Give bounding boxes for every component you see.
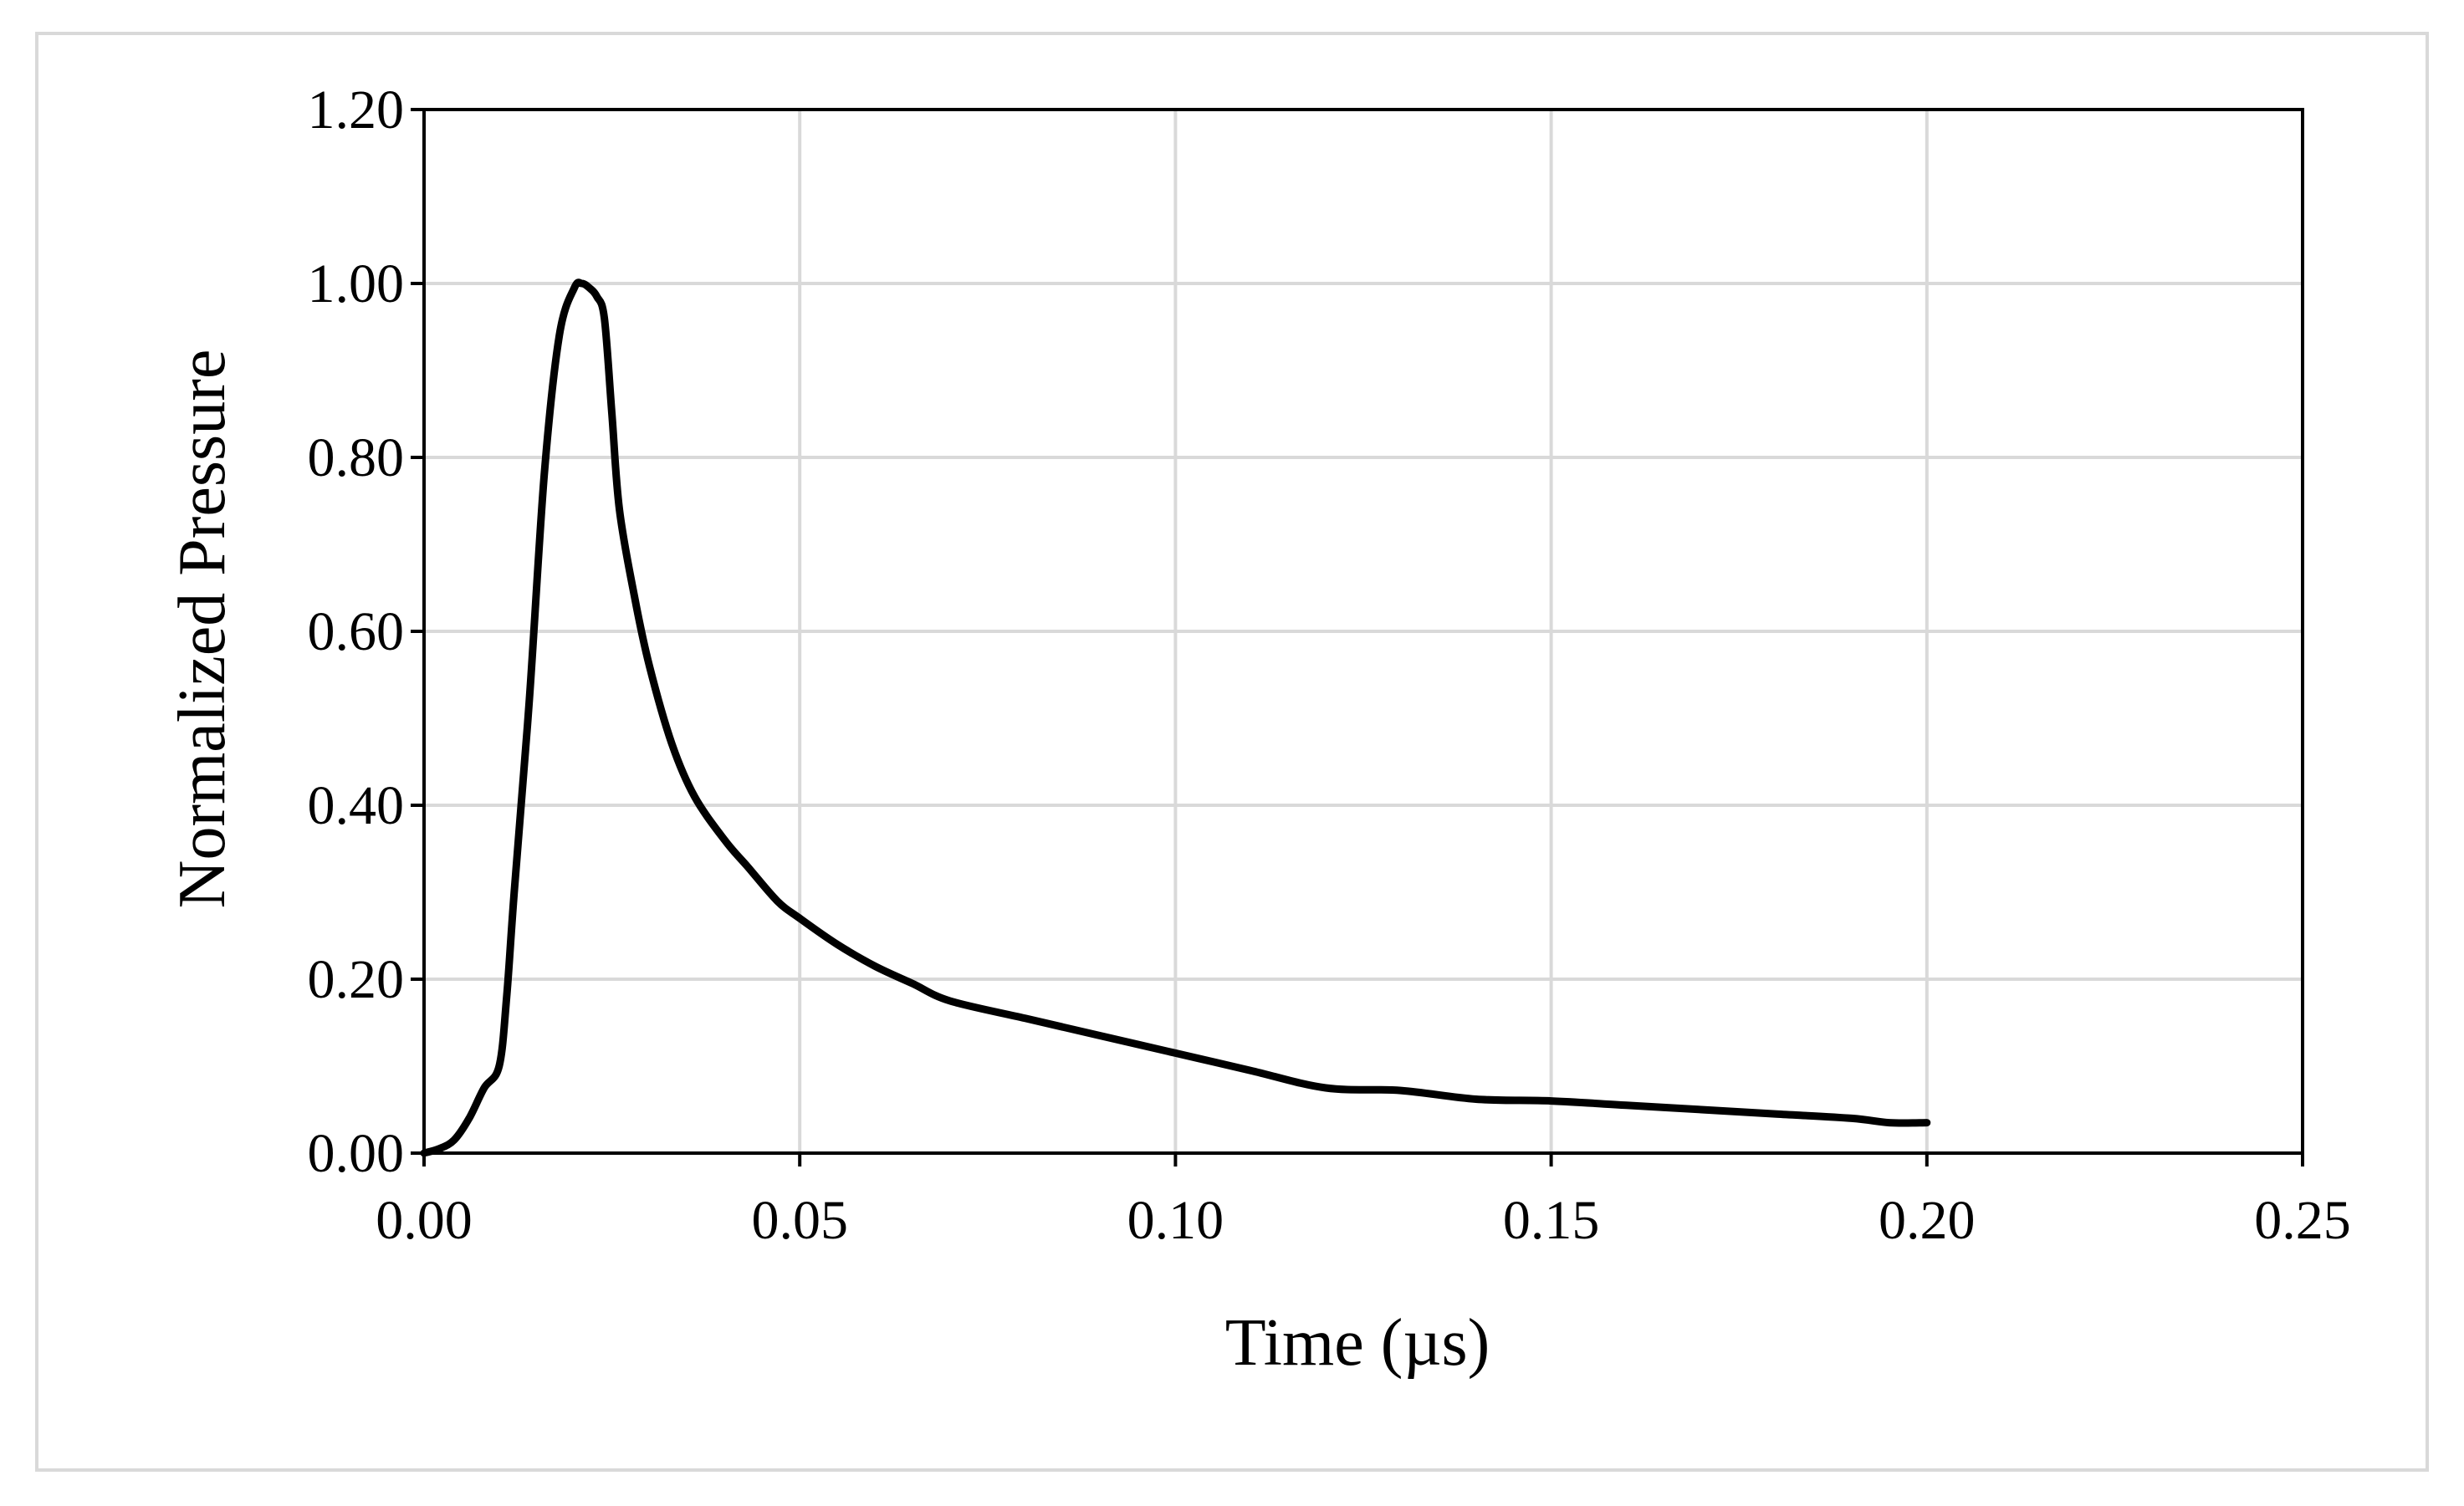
y-tick-label: 0.60: [308, 601, 405, 662]
line-chart: 0.00 0.05 0.10 0.15 0.20 0.25 0.00 0.20 0.40 0.6…: [166, 79, 2351, 1380]
y-tick-label: 0.20: [308, 949, 405, 1010]
x-axis-title: Time (µs): [1225, 1306, 1490, 1380]
x-tick-label: 0.10: [1127, 1190, 1224, 1251]
series-line-pressure: [420, 278, 1931, 1157]
y-tick-label: 1.20: [308, 79, 405, 140]
y-tick-label: 0.00: [308, 1123, 405, 1184]
y-tick-label: 0.40: [308, 775, 405, 836]
x-axis-ticks: 0.00 0.05 0.10 0.15 0.20 0.25: [376, 1153, 2351, 1251]
x-tick-label: 0.05: [751, 1190, 848, 1251]
y-axis-ticks: 0.00 0.20 0.40 0.60 0.80 1.00 1.20: [308, 79, 424, 1184]
x-tick-label: 0.20: [1879, 1190, 1976, 1251]
chart-frame: 0.00 0.05 0.10 0.15 0.20 0.25 0.00 0.20 0.40 0.6…: [35, 32, 2429, 1472]
grid-lines: [424, 110, 2303, 1153]
x-tick-label: 0.15: [1503, 1190, 1600, 1251]
x-tick-label: 0.25: [2254, 1190, 2351, 1251]
y-tick-label: 0.80: [308, 427, 405, 488]
x-tick-label: 0.00: [376, 1190, 473, 1251]
y-axis-title: Normalized Pressure: [166, 350, 239, 909]
y-tick-label: 1.00: [308, 253, 405, 314]
